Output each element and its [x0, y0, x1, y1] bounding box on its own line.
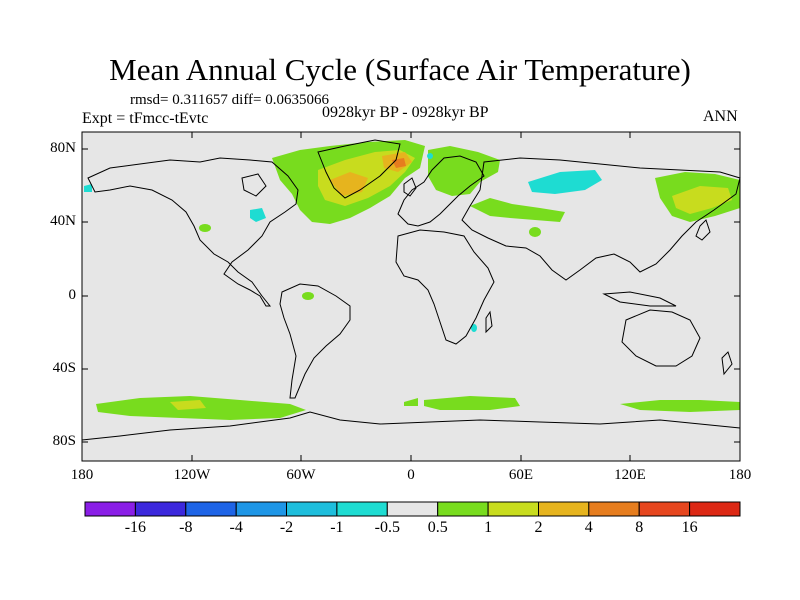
axis-ticks: [82, 132, 740, 461]
australia-coast: [621, 309, 701, 367]
colorbar-box: [134, 501, 187, 517]
lat-label-40n: 40N: [50, 213, 76, 229]
south-america-coast: [279, 283, 351, 399]
colorbar-box: [235, 501, 288, 517]
madagascar-coast: [485, 310, 493, 334]
colorbar-label: 2: [534, 519, 543, 536]
lat-label-40s: 40S: [52, 360, 76, 376]
ne-siberia-core: [672, 186, 732, 214]
colorbar-box: [638, 501, 691, 517]
lon-label-60w: 60W: [286, 467, 316, 483]
colorbar: [84, 501, 741, 517]
colorbar-label: 0.5: [427, 519, 448, 536]
colorbar-label: -0.5: [374, 519, 400, 536]
russia-anomaly: [470, 198, 565, 222]
europe-coast: [397, 155, 485, 227]
colorbar-box: [84, 501, 136, 517]
colorbar-label: 4: [584, 519, 593, 536]
asia-coast: [461, 157, 741, 281]
colorbar-label: -1: [330, 519, 344, 536]
colorbar-box: [538, 501, 590, 517]
colorbar-box: [588, 501, 640, 517]
greenland-anomaly-peak: [330, 172, 368, 196]
asia-green-patch: [529, 227, 541, 237]
alaska-cyan-patch: [84, 184, 92, 192]
japan-coast: [695, 219, 711, 241]
antarctic-far-east-anomaly: [620, 400, 740, 412]
lon-label-180-right: 180: [728, 467, 752, 483]
mozambique-cyan-patch: [471, 324, 477, 332]
colorbar-box: [185, 501, 237, 517]
colorbar-box: [386, 501, 439, 517]
amazon-green-patch: [302, 292, 314, 300]
iceland-cyan-patch: [427, 153, 433, 159]
greenland-coast: [317, 139, 401, 199]
north-america-coast: [87, 157, 299, 307]
colorbar-box: [437, 501, 489, 517]
lat-label-80n: 80N: [50, 140, 76, 156]
colorbar-box: [487, 501, 540, 517]
stats-text: rmsd= 0.311657 diff= 0.0635066: [130, 92, 329, 108]
uk-coast: [403, 177, 417, 197]
antarctic-east-anomaly: [424, 396, 520, 410]
hudson-bay-coast: [241, 173, 267, 197]
pacific-green-patch: [199, 224, 211, 232]
colorbar-label: 8: [635, 519, 644, 536]
season-label: ANN: [703, 108, 738, 125]
colorbar-label: -4: [229, 519, 243, 536]
new-zealand-coast: [721, 351, 733, 376]
map-title: Mean Annual Cycle (Surface Air Temperatu…: [109, 52, 691, 87]
great-lakes-cyan-patch: [250, 208, 266, 222]
lon-label-60e: 60E: [508, 467, 534, 483]
colorbar-label: 16: [681, 519, 698, 536]
antarctic-west-core: [170, 400, 206, 410]
lat-label-80s: 80S: [52, 433, 76, 449]
colorbar-box: [689, 501, 741, 517]
siberia-cold-anomaly: [528, 170, 602, 194]
antarctic-small-anomaly: [404, 398, 418, 406]
colorbar-label: -2: [279, 519, 294, 536]
colorbar-label: -8: [179, 519, 193, 536]
lon-label-120e: 120E: [614, 467, 646, 483]
colorbar-label: 1: [484, 519, 493, 536]
coastlines: [81, 139, 741, 441]
lon-label-180-left: 180: [70, 467, 94, 483]
experiment-label: Expt = tFmcc-tEvtc: [82, 110, 209, 127]
europe-anomaly: [428, 146, 500, 196]
period-label: 0928kyr BP - 0928kyr BP: [322, 104, 489, 121]
colorbar-box: [286, 501, 338, 517]
africa-coast: [395, 229, 495, 345]
antarctica-coast: [81, 411, 741, 441]
anomaly-fields: [84, 140, 740, 420]
colorbar-label: -16: [124, 519, 147, 536]
colorbar-box: [336, 501, 388, 517]
lat-label-0: 0: [68, 287, 77, 303]
indonesia-coast: [602, 291, 677, 307]
lon-label-120w: 120W: [173, 467, 211, 483]
lon-label-0: 0: [407, 467, 415, 483]
